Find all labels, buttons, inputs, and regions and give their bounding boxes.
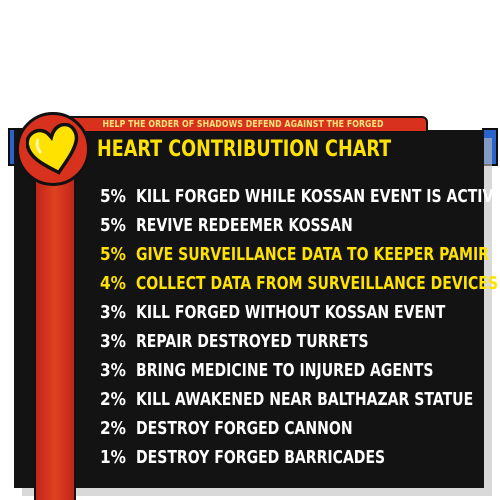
contribution-percent: 3%: [100, 360, 126, 381]
red-side-strip: [34, 150, 76, 500]
chart-title: HEART CONTRIBUTION CHART: [97, 137, 392, 162]
contribution-task: KILL FORGED WITHOUT KOSSAN EVENT: [136, 302, 446, 323]
contribution-task: REPAIR DESTROYED TURRETS: [136, 331, 369, 352]
list-item: 3% BRING MEDICINE TO INJURED AGENTS: [92, 356, 476, 385]
contribution-task: REVIVE REDEEMER KOSSAN: [136, 215, 353, 236]
heart-icon: [26, 123, 79, 175]
contribution-task: GIVE SURVEILLANCE DATA TO KEEPER PAMIR: [136, 244, 489, 265]
contribution-task: COLLECT DATA FROM SURVEILLANCE DEVICES: [136, 273, 499, 294]
contribution-percent: 3%: [100, 302, 126, 323]
list-item: 3% KILL FORGED WITHOUT KOSSAN EVENT: [92, 298, 476, 327]
contribution-list: 5% KILL FORGED WHILE KOSSAN EVENT IS ACTI…: [92, 182, 500, 472]
contribution-task: KILL AWAKENED NEAR BALTHAZAR STATUE: [136, 389, 474, 410]
contribution-task: DESTROY FORGED CANNON: [136, 418, 353, 439]
list-item: 3% REPAIR DESTROYED TURRETS: [92, 327, 476, 356]
list-item: 5% KILL FORGED WHILE KOSSAN EVENT IS ACTI…: [92, 182, 500, 211]
chart-panel: [14, 130, 484, 488]
contribution-percent: 5%: [100, 244, 126, 265]
list-item: 5% REVIVE REDEEMER KOSSAN: [92, 211, 476, 240]
contribution-percent: 2%: [100, 389, 126, 410]
list-item: 5% GIVE SURVEILLANCE DATA TO KEEPER PAMIR: [92, 240, 489, 269]
contribution-task: BRING MEDICINE TO INJURED AGENTS: [136, 360, 434, 381]
heart-badge: [16, 112, 90, 186]
contribution-percent: 1%: [100, 447, 126, 468]
contribution-percent: 2%: [100, 418, 126, 439]
contribution-percent: 5%: [100, 215, 126, 236]
subtitle-text: HELP THE ORDER OF SHADOWS DEFEND AGAINST…: [102, 119, 384, 130]
list-item: 4% COLLECT DATA FROM SURVEILLANCE DEVICES: [92, 269, 498, 298]
contribution-task: DESTROY FORGED BARRICADES: [136, 447, 386, 468]
list-item: 2% DESTROY FORGED CANNON: [92, 414, 476, 443]
contribution-percent: 5%: [100, 186, 126, 207]
list-item: 1% DESTROY FORGED BARRICADES: [92, 443, 476, 472]
contribution-percent: 3%: [100, 331, 126, 352]
list-item: 2% KILL AWAKENED NEAR BALTHAZAR STATUE: [92, 385, 476, 414]
subtitle-banner: HELP THE ORDER OF SHADOWS DEFEND AGAINST…: [58, 116, 428, 133]
contribution-percent: 4%: [100, 273, 126, 294]
contribution-task: KILL FORGED WHILE KOSSAN EVENT IS ACTIVE: [136, 186, 500, 207]
